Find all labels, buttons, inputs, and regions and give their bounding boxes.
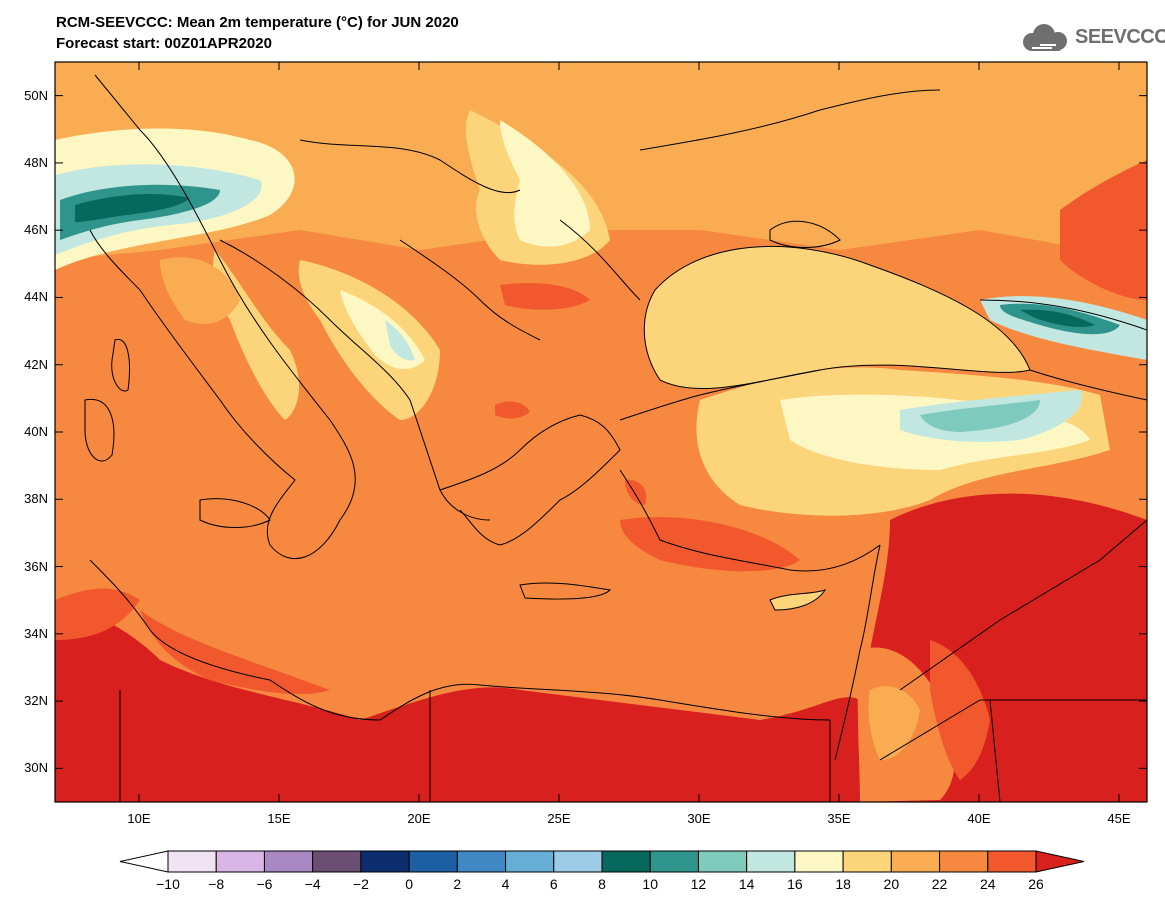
lat-tick-label: 48N bbox=[24, 154, 48, 170]
colorbar-label: −2 bbox=[352, 876, 369, 892]
colorbar-label: 0 bbox=[405, 876, 413, 892]
temperature-field bbox=[55, 62, 1147, 802]
colorbar-swatch bbox=[215, 850, 265, 873]
colorbar-label: 12 bbox=[690, 876, 707, 892]
axis-ticks bbox=[55, 62, 1147, 802]
colorbar-swatch bbox=[939, 850, 989, 873]
colorbar-swatch bbox=[601, 850, 651, 873]
colorbar-swatch bbox=[553, 850, 603, 873]
colorbar-swatch bbox=[408, 850, 458, 873]
colorbar-swatch bbox=[263, 850, 314, 873]
colorbar-label: 2 bbox=[453, 876, 462, 892]
lat-tick-label: 40N bbox=[24, 424, 48, 439]
colorbar-label: −10 bbox=[156, 876, 180, 892]
map-title: RCM-SEEVCCC: Mean 2m temperature (°C) fo… bbox=[56, 14, 459, 31]
colorbar-label: 8 bbox=[598, 876, 606, 892]
lat-tick-label: 30N bbox=[24, 760, 48, 776]
colorbar-max-arrow bbox=[1035, 850, 1085, 873]
lat-tick-label: 38N bbox=[24, 491, 48, 507]
seevccc-logo bbox=[1023, 24, 1067, 51]
colorbar-min-arrow bbox=[119, 850, 169, 873]
colorbar-swatch bbox=[649, 850, 699, 873]
colorbar-swatch bbox=[746, 850, 796, 873]
colorbar-label: −6 bbox=[256, 876, 273, 892]
colorbar-label: 20 bbox=[883, 876, 900, 892]
colorbar-label: −4 bbox=[304, 876, 321, 892]
colorbar-label: −8 bbox=[208, 876, 225, 892]
lat-tick-label: 34N bbox=[24, 625, 48, 641]
colorbar-label: 16 bbox=[787, 876, 803, 892]
logo-text: SEEVCCC bbox=[1075, 26, 1165, 48]
lat-tick-label: 44N bbox=[24, 289, 48, 305]
colorbar-swatch bbox=[842, 850, 892, 873]
lat-tick-label: 32N bbox=[24, 693, 48, 709]
cloud-icon bbox=[1023, 24, 1067, 51]
colorbar-swatch bbox=[890, 850, 941, 873]
colorbar-label: 22 bbox=[931, 876, 948, 892]
lon-tick-label: 35E bbox=[827, 811, 851, 826]
colorbar-swatch bbox=[697, 850, 748, 873]
lon-tick-label: 25E bbox=[547, 811, 571, 826]
colorbar-swatch bbox=[360, 850, 410, 873]
lon-tick-label: 30E bbox=[687, 811, 711, 826]
lat-tick-label: 46N bbox=[24, 222, 48, 238]
lat-tick-label: 42N bbox=[24, 356, 48, 372]
colorbar-swatch bbox=[167, 850, 217, 873]
colorbar-label: 14 bbox=[738, 876, 755, 892]
lon-tick-label: 40E bbox=[967, 811, 991, 826]
lat-tick-label: 36N bbox=[24, 558, 48, 574]
lon-tick-label: 10E bbox=[127, 811, 151, 826]
colorbar-label: 18 bbox=[835, 876, 851, 892]
colorbar-label: 24 bbox=[979, 876, 996, 892]
colorbar-label: 10 bbox=[642, 876, 658, 892]
colorbar-label: 26 bbox=[1028, 876, 1044, 892]
colorbar-swatch bbox=[456, 850, 507, 873]
colorbar-label: 4 bbox=[501, 876, 510, 892]
boundaries bbox=[84, 74, 1147, 802]
colorbar-swatch bbox=[312, 850, 362, 873]
colorbar-swatch bbox=[794, 850, 844, 873]
lon-tick-label: 45E bbox=[1107, 811, 1131, 826]
forecast-start: Forecast start: 00Z01APR2020 bbox=[56, 35, 272, 52]
colorbar-swatch bbox=[505, 850, 555, 873]
colorbar-label: 6 bbox=[549, 876, 558, 892]
lon-tick-label: 15E bbox=[267, 811, 291, 826]
lat-tick-label: 50N bbox=[24, 87, 48, 103]
lon-tick-label: 20E bbox=[407, 811, 431, 826]
colorbar-swatch bbox=[987, 850, 1037, 873]
